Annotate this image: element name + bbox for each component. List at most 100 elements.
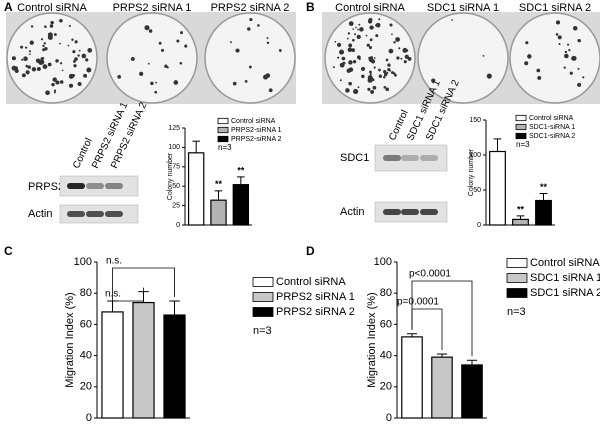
colony	[55, 80, 60, 85]
colony	[352, 60, 357, 64]
legend-swatch	[515, 114, 527, 122]
colony	[563, 66, 566, 69]
colony	[396, 56, 400, 60]
colony	[334, 40, 337, 43]
colony	[25, 64, 29, 68]
colony	[369, 73, 372, 76]
colony	[55, 59, 59, 63]
plate-label: Control siRNA	[335, 2, 405, 14]
colony	[147, 62, 150, 65]
colony	[341, 56, 346, 61]
n-label: n=3	[516, 140, 530, 149]
y-tick-label: 60	[80, 318, 92, 330]
blot-band	[401, 209, 419, 215]
colony	[577, 38, 581, 43]
y-tick-label: 0	[386, 412, 392, 424]
blot-row-label: SDC1	[340, 152, 369, 164]
y-tick-label: 80	[80, 287, 92, 299]
colony	[524, 61, 529, 66]
y-tick-label: 20	[80, 381, 92, 393]
colony	[68, 83, 74, 88]
culture-plate	[204, 12, 296, 104]
colony	[403, 60, 407, 64]
legend-swatch	[515, 123, 527, 131]
legend-label: Control siRNA	[530, 257, 600, 269]
colony	[139, 71, 144, 77]
colony	[555, 20, 561, 25]
bar	[401, 336, 423, 419]
colony	[31, 67, 37, 72]
colony	[577, 67, 580, 70]
colony	[51, 82, 55, 87]
colony	[369, 25, 374, 30]
y-tick-label: 100	[374, 256, 392, 268]
colony	[353, 88, 359, 95]
bar	[210, 199, 227, 226]
colony	[59, 19, 63, 23]
colony	[383, 72, 388, 77]
colony	[536, 68, 541, 73]
colony	[378, 74, 383, 78]
y-axis-label: Colony number	[167, 152, 174, 200]
colony	[366, 43, 370, 47]
colony	[247, 27, 251, 31]
colony	[385, 58, 389, 62]
comparison-bracket	[411, 308, 443, 351]
colony	[348, 43, 353, 48]
comparison-label: p<0.0001	[409, 269, 451, 280]
colony	[84, 75, 88, 78]
colony	[356, 34, 361, 40]
colony	[404, 54, 409, 59]
blot-band	[401, 155, 419, 161]
bar	[132, 301, 155, 419]
colony	[87, 48, 93, 53]
colony	[373, 66, 376, 69]
legend-label: SDC1-siRNA 1	[529, 124, 575, 131]
colony	[368, 17, 373, 23]
colony	[83, 54, 86, 58]
colony	[348, 21, 354, 26]
blot-strip	[59, 175, 139, 197]
colony	[332, 66, 335, 69]
legend-swatch	[217, 126, 229, 134]
y-tick-label: 100	[469, 152, 481, 159]
bar	[101, 311, 124, 419]
colony	[357, 28, 359, 31]
colony	[278, 49, 282, 52]
legend-label: PRPS2 siRNA 2	[276, 306, 355, 318]
colony	[40, 57, 44, 61]
y-tick-label: 20	[380, 381, 392, 393]
comparison-label: p=0.0001	[397, 297, 439, 308]
colony	[346, 68, 351, 73]
colony	[383, 85, 387, 89]
colony	[71, 38, 74, 41]
n-label: n=3	[253, 325, 272, 337]
legend-swatch	[506, 273, 528, 283]
significance-mark: **	[540, 182, 548, 192]
colony	[389, 69, 392, 72]
colony	[394, 73, 397, 77]
bar	[163, 314, 186, 419]
colony	[359, 27, 364, 32]
colony	[383, 76, 386, 79]
colony	[42, 44, 45, 48]
panel-label: A	[4, 0, 13, 14]
colony	[74, 57, 78, 61]
colony	[348, 81, 352, 86]
colony	[49, 24, 54, 28]
colony	[392, 72, 395, 75]
legend-swatch	[506, 288, 528, 298]
colony	[28, 50, 32, 53]
legend-label: SDC1 siRNA 2	[530, 287, 600, 299]
plate-label: SDC1 siRNA 1	[427, 2, 499, 14]
blot-band	[105, 183, 123, 189]
colony	[525, 41, 529, 45]
colony	[352, 28, 354, 30]
colony	[367, 87, 371, 91]
colony	[21, 58, 24, 61]
bar	[187, 152, 205, 226]
colony	[337, 42, 342, 47]
colony	[386, 71, 389, 74]
y-axis-label: Migration Index (%)	[366, 292, 378, 387]
colony	[53, 89, 57, 92]
